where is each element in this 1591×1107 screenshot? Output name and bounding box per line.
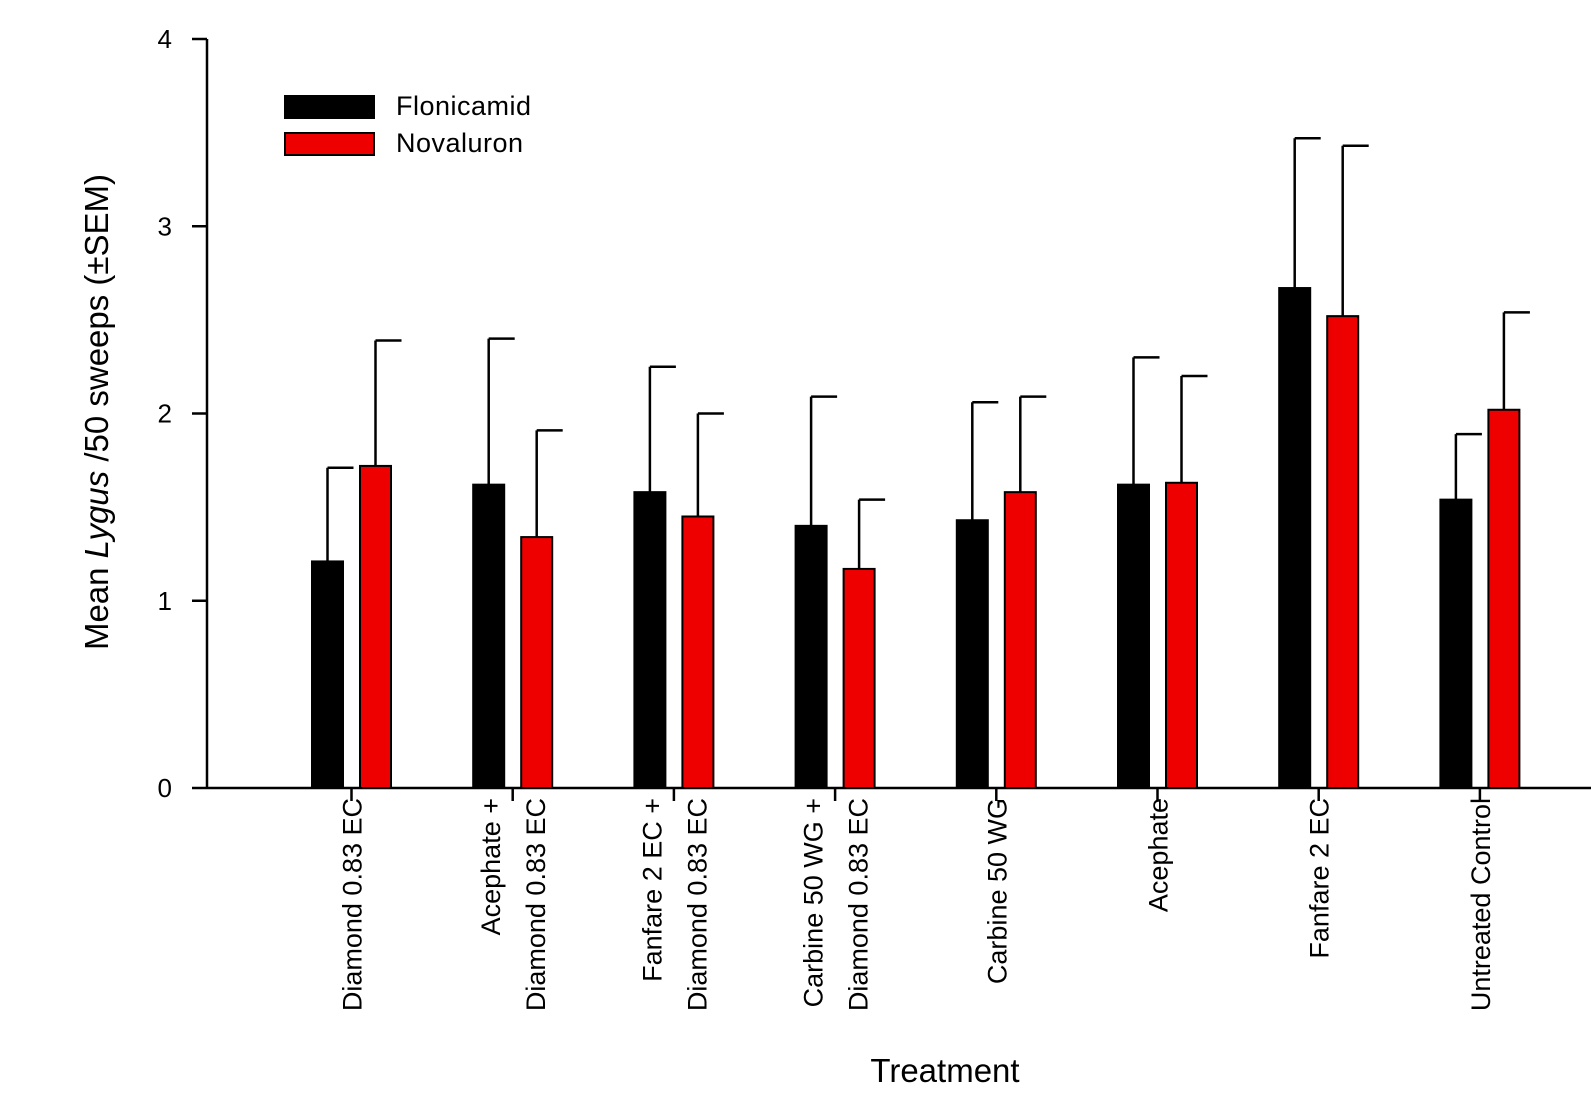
bar-flonicamid [1278, 287, 1312, 789]
bar-novaluron [681, 515, 715, 789]
legend-label-novaluron: Novaluron [396, 128, 524, 158]
bar-flonicamid [1117, 483, 1150, 789]
x-axis-title: Treatment [870, 1052, 1019, 1089]
x-tick-label: Diamond 0.83 EC [338, 798, 368, 1011]
bar-flonicamid [311, 560, 344, 789]
y-axis-title-italic: Lygus [78, 471, 115, 558]
y-axis: 0 1 2 3 4 [158, 24, 209, 803]
x-tick-label: Fanfare 2 EC [1305, 798, 1335, 959]
x-tick-label: Diamond 0.83 EC [682, 798, 712, 1011]
y-tick-label: 0 [158, 773, 172, 803]
bar-flonicamid [1439, 498, 1473, 789]
x-tick-label: Diamond 0.83 EC [521, 798, 551, 1011]
legend-swatch-flonicamid [284, 95, 375, 119]
x-axis [207, 786, 1591, 801]
x-tick-label: Untreated Control [1466, 798, 1496, 1011]
bar-novaluron [1165, 481, 1198, 789]
bar-flonicamid [633, 491, 667, 789]
x-tick-labels: Diamond 0.83 EC Acephate + Diamond 0.83 EC… [338, 798, 1496, 1011]
y-tick-label: 4 [158, 24, 172, 54]
x-tick-label: Acephate + [476, 798, 506, 935]
x-tick-label: Carbine 50 WG + [799, 798, 829, 1007]
bar-novaluron [1487, 408, 1521, 789]
x-tick-label: Diamond 0.83 EC [844, 798, 874, 1011]
legend: Flonicamid Novaluron [284, 91, 532, 158]
x-tick-label: Fanfare 2 EC + [637, 798, 667, 982]
legend-label-flonicamid: Flonicamid [396, 91, 532, 121]
x-tick-label: Carbine 50 WG [982, 798, 1012, 984]
legend-swatch-novaluron [284, 132, 375, 156]
y-axis-title-suffix: /50 sweeps (±SEM) [78, 174, 115, 471]
y-axis-title: Mean Lygus /50 sweeps (±SEM) [78, 174, 115, 650]
bar-novaluron [1326, 315, 1360, 789]
bar-novaluron [1003, 491, 1037, 789]
y-axis-title-prefix: Mean [78, 558, 115, 650]
bar-flonicamid [794, 524, 828, 789]
bar-novaluron [359, 464, 392, 789]
bars [311, 136, 1530, 790]
y-tick-label: 1 [158, 586, 172, 616]
bar-flonicamid [472, 483, 506, 789]
bar-flonicamid [955, 519, 989, 789]
x-tick-label: Acephate [1144, 798, 1174, 912]
bar-novaluron [520, 536, 554, 790]
bar-novaluron [842, 567, 876, 789]
y-tick-label: 2 [158, 399, 172, 429]
y-tick-label: 3 [158, 211, 172, 241]
